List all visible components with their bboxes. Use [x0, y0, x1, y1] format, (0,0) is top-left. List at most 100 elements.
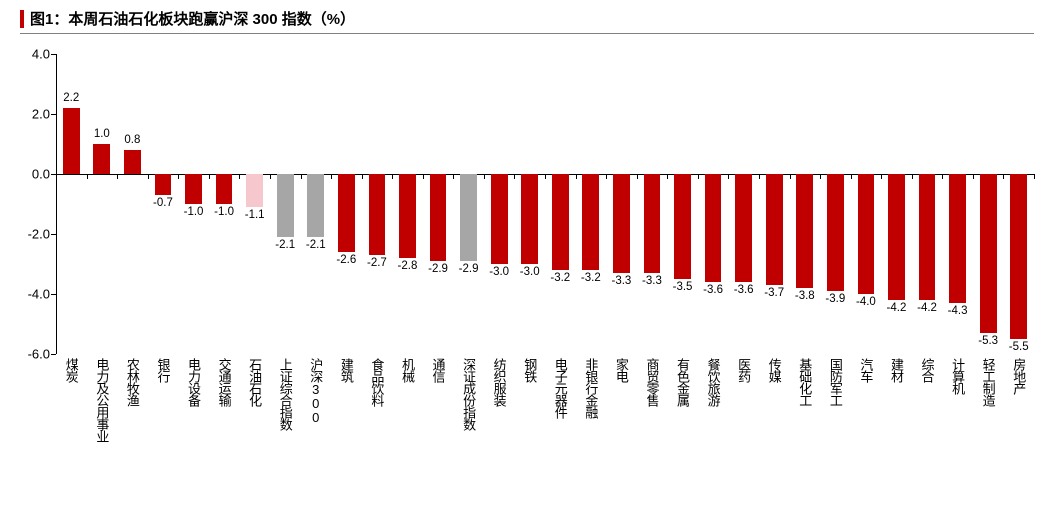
x-category-label: 电子元器件: [551, 358, 570, 418]
bar-value-label: -3.0: [520, 266, 540, 278]
x-tick: [1003, 174, 1004, 179]
bar: [949, 174, 966, 303]
bar-value-label: -1.0: [214, 206, 234, 218]
x-category-label: 沪深300: [306, 358, 325, 424]
x-tick: [270, 174, 271, 179]
bar-value-label: 2.2: [63, 92, 79, 104]
x-tick: [392, 174, 393, 179]
bar: [858, 174, 875, 294]
x-category-label: 通信: [429, 358, 448, 382]
figure-container: 图1：本周石油石化板块跑赢沪深 300 指数（%） -6.0-4.0-2.00.…: [0, 8, 1054, 532]
bar: [430, 174, 447, 261]
x-category-label: 汽车: [856, 358, 875, 382]
x-category-label: 食品饮料: [367, 358, 386, 406]
bar: [552, 174, 569, 270]
bar-value-label: -3.3: [611, 275, 631, 287]
x-tick: [576, 174, 577, 179]
x-category-label: 交通运输: [215, 358, 234, 406]
bar: [491, 174, 508, 264]
x-tick: [453, 174, 454, 179]
x-tick: [637, 174, 638, 179]
x-tick: [606, 174, 607, 179]
bar-value-label: -4.0: [856, 296, 876, 308]
x-tick: [942, 174, 943, 179]
x-category-label: 商贸零售: [642, 358, 661, 406]
bar: [277, 174, 294, 237]
bar: [307, 174, 324, 237]
bar: [1010, 174, 1027, 339]
bar-value-label: -4.2: [887, 302, 907, 314]
x-category-label: 上证综合指数: [276, 358, 295, 430]
x-tick: [912, 174, 913, 179]
bar: [155, 174, 172, 195]
x-tick: [790, 174, 791, 179]
plot-area: -6.0-4.0-2.00.02.04.02.21.00.8-0.7-1.0-1…: [56, 54, 1034, 354]
figure-title: 图1：本周石油石化板块跑赢沪深 300 指数（%）: [30, 8, 355, 29]
x-category-label: 煤炭: [62, 358, 81, 382]
x-category-label: 综合: [918, 358, 937, 382]
x-category-label: 基础化工: [795, 358, 814, 406]
x-tick: [484, 174, 485, 179]
x-category-label: 轻工制造: [979, 358, 998, 406]
x-category-label: 银行: [153, 358, 172, 382]
y-tick: [51, 354, 56, 355]
y-tick-label: 2.0: [32, 107, 50, 122]
x-category-label: 非银行金融: [581, 358, 600, 418]
x-tick: [545, 174, 546, 179]
bar: [796, 174, 813, 288]
bar: [613, 174, 630, 273]
bar-value-label: -2.9: [459, 263, 479, 275]
bar-value-label: -3.6: [734, 284, 754, 296]
y-tick-label: -6.0: [28, 347, 50, 362]
bar-value-label: -3.3: [642, 275, 662, 287]
x-tick: [851, 174, 852, 179]
bar-value-label: -3.2: [550, 272, 570, 284]
bar-value-label: -4.3: [948, 305, 968, 317]
bar: [246, 174, 263, 207]
bar-value-label: -2.8: [398, 260, 418, 272]
bar-value-label: -5.3: [978, 335, 998, 347]
bar-value-label: -5.5: [1009, 341, 1029, 353]
bar-value-label: -3.6: [703, 284, 723, 296]
x-category-label: 深证成份指数: [459, 358, 478, 430]
x-tick: [820, 174, 821, 179]
x-tick: [514, 174, 515, 179]
bar: [888, 174, 905, 300]
x-category-label: 计算机: [948, 358, 967, 394]
x-tick: [148, 174, 149, 179]
bar: [674, 174, 691, 279]
bar-value-label: -2.1: [275, 239, 295, 251]
x-category-label: 家电: [612, 358, 631, 382]
y-tick-label: 4.0: [32, 47, 50, 62]
x-tick: [667, 174, 668, 179]
y-tick: [51, 114, 56, 115]
bar-value-label: -3.9: [825, 293, 845, 305]
bar: [582, 174, 599, 270]
y-tick: [51, 294, 56, 295]
y-tick: [51, 54, 56, 55]
bar: [827, 174, 844, 291]
bar: [919, 174, 936, 300]
bar: [705, 174, 722, 282]
bar-value-label: -3.2: [581, 272, 601, 284]
bar-value-label: -3.8: [795, 290, 815, 302]
x-tick: [87, 174, 88, 179]
x-category-label: 房地产: [1009, 358, 1028, 394]
x-category-label: 建材: [887, 358, 906, 382]
bar: [644, 174, 661, 273]
bar-value-label: -3.0: [489, 266, 509, 278]
bar-value-label: -0.7: [153, 197, 173, 209]
bar-value-label: -1.1: [245, 209, 265, 221]
x-category-label: 钢铁: [520, 358, 539, 382]
x-category-label: 农林牧渔: [123, 358, 142, 406]
x-category-label: 机械: [398, 358, 417, 382]
bar-value-label: -2.9: [428, 263, 448, 275]
y-tick: [51, 174, 56, 175]
y-tick-label: -4.0: [28, 287, 50, 302]
bar-value-label: -1.0: [184, 206, 204, 218]
x-category-label: 传媒: [765, 358, 784, 382]
x-tick: [362, 174, 363, 179]
x-tick: [178, 174, 179, 179]
x-tick: [239, 174, 240, 179]
x-tick: [209, 174, 210, 179]
